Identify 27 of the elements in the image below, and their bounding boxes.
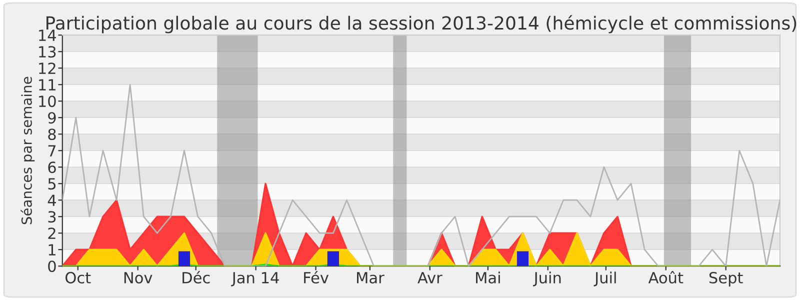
y-tick-label: 6 bbox=[48, 162, 56, 174]
y-tick-label: 10 bbox=[39, 96, 56, 108]
x-tick-label: Mai bbox=[476, 272, 500, 284]
x-tick-label: Juin bbox=[533, 272, 561, 286]
y-tick-label: 0 bbox=[48, 260, 56, 272]
y-tick-label: 3 bbox=[48, 211, 56, 223]
x-tick-label: Déc bbox=[182, 271, 210, 284]
y-tick-label: 4 bbox=[48, 194, 56, 206]
x-tick-label: Jan 14 bbox=[231, 272, 279, 286]
y-tick-label: 13 bbox=[39, 46, 56, 58]
y-tick-label: 1 bbox=[48, 244, 56, 256]
x-tick-label: Août bbox=[648, 271, 684, 284]
x-tick-label: Juil bbox=[594, 272, 616, 286]
y-tick-label: 8 bbox=[48, 128, 56, 140]
x-tick-label: Oct bbox=[66, 272, 91, 284]
y-tick-label: 2 bbox=[48, 228, 56, 239]
y-axis-title: Séances par semaine bbox=[20, 76, 35, 224]
x-tick-label: Nov bbox=[124, 272, 152, 284]
x-tick-label: Sept bbox=[709, 272, 743, 286]
y-tick-label: 7 bbox=[48, 145, 56, 156]
x-tick-label: Fév bbox=[304, 271, 329, 284]
y-tick-label: 9 bbox=[48, 112, 56, 124]
x-tick-label: Mar bbox=[357, 272, 384, 284]
y-tick-label: 12 bbox=[39, 62, 56, 74]
x-tick-label: Avr bbox=[418, 272, 442, 284]
y-tick-label: 5 bbox=[48, 178, 56, 190]
y-tick-label: 11 bbox=[39, 79, 56, 90]
